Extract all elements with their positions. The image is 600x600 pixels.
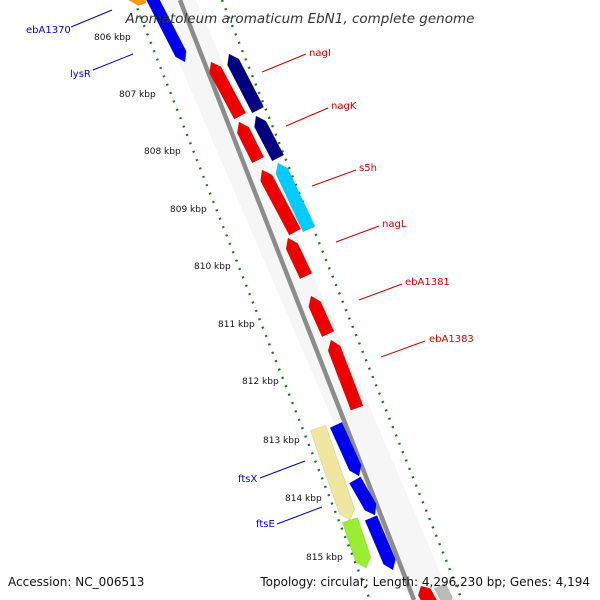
- tick-label: 814 kbp: [285, 494, 322, 504]
- leader-line: [285, 107, 329, 127]
- gene-label-ebA1383[interactable]: ebA1383: [429, 334, 474, 345]
- feature-grey-bottom[interactable]: [434, 582, 453, 600]
- tick-label: 815 kbp: [306, 553, 343, 563]
- tick-label: 809 kbp: [170, 205, 207, 215]
- feature-ebA1381[interactable]: [308, 295, 335, 338]
- gene-label-nagL[interactable]: nagL: [382, 219, 407, 230]
- leader-line: [70, 9, 113, 28]
- tick-label: 810 kbp: [194, 262, 231, 272]
- gene-label-ebA1381[interactable]: ebA1381: [405, 277, 450, 288]
- feature-ebA1370[interactable]: [127, 0, 147, 6]
- track-band: [152, 0, 452, 600]
- feature-s5h-cyan[interactable]: [275, 162, 316, 233]
- scale-tick-labels: 806 kbp 807 kbp 808 kbp 809 kbp 810 kbp …: [94, 33, 343, 563]
- feature-pale-yellow[interactable]: [310, 425, 355, 521]
- feature-lime[interactable]: [342, 517, 372, 569]
- tick-label: 813 kbp: [263, 436, 300, 446]
- feature-nagI-red[interactable]: [209, 61, 247, 120]
- feature-blue-bottom[interactable]: [364, 515, 396, 571]
- tick-label: 811 kbp: [218, 320, 255, 330]
- feature-red-bottom[interactable]: [417, 585, 438, 600]
- gene-label-ftsX[interactable]: ftsX: [238, 474, 257, 485]
- feature-nagI-navy[interactable]: [227, 53, 265, 114]
- feature-blue-top[interactable]: [145, 0, 187, 63]
- gene-features: [127, 0, 453, 600]
- feature-nagK-navy[interactable]: [254, 115, 285, 162]
- gene-labels: ebA1370 lysR nagI nagK s5h nagL ebA1381 …: [26, 25, 474, 530]
- feature-nagL[interactable]: [285, 237, 313, 280]
- tick-label: 812 kbp: [242, 377, 279, 387]
- gene-label-ftsE[interactable]: ftsE: [256, 519, 275, 530]
- feature-nagK-red[interactable]: [236, 121, 265, 164]
- leader-line: [276, 506, 323, 525]
- leader-line: [311, 169, 357, 187]
- accession-text: Accession: NC_006513: [8, 575, 144, 589]
- gene-label-nagI[interactable]: nagI: [309, 48, 331, 59]
- topology-text: Topology: circular; Length: 4,296,230 bp…: [259, 575, 590, 589]
- gene-label-s5h[interactable]: s5h: [359, 163, 377, 174]
- leader-line: [380, 340, 426, 358]
- feature-s5h-red[interactable]: [260, 169, 302, 236]
- feature-ftsE[interactable]: [348, 476, 377, 516]
- gene-label-lysR[interactable]: lysR: [70, 69, 91, 80]
- feature-ebA1383[interactable]: [327, 339, 364, 411]
- tick-label: 808 kbp: [144, 147, 181, 157]
- gene-label-ebA1370[interactable]: ebA1370: [26, 25, 71, 36]
- map-title: Aromatoleum aromaticum EbN1, complete ge…: [125, 11, 475, 27]
- leader-line: [259, 460, 306, 479]
- leader-line: [335, 225, 380, 243]
- leader-line: [358, 283, 403, 301]
- label-leaders: [70, 9, 426, 525]
- leader-line: [261, 53, 307, 73]
- gene-label-nagK[interactable]: nagK: [331, 101, 357, 112]
- feature-ftsX[interactable]: [329, 421, 362, 477]
- tick-label: 807 kbp: [119, 90, 156, 100]
- genome-backbone: [177, 0, 417, 600]
- tick-label: 806 kbp: [94, 33, 131, 43]
- leader-line: [92, 53, 134, 71]
